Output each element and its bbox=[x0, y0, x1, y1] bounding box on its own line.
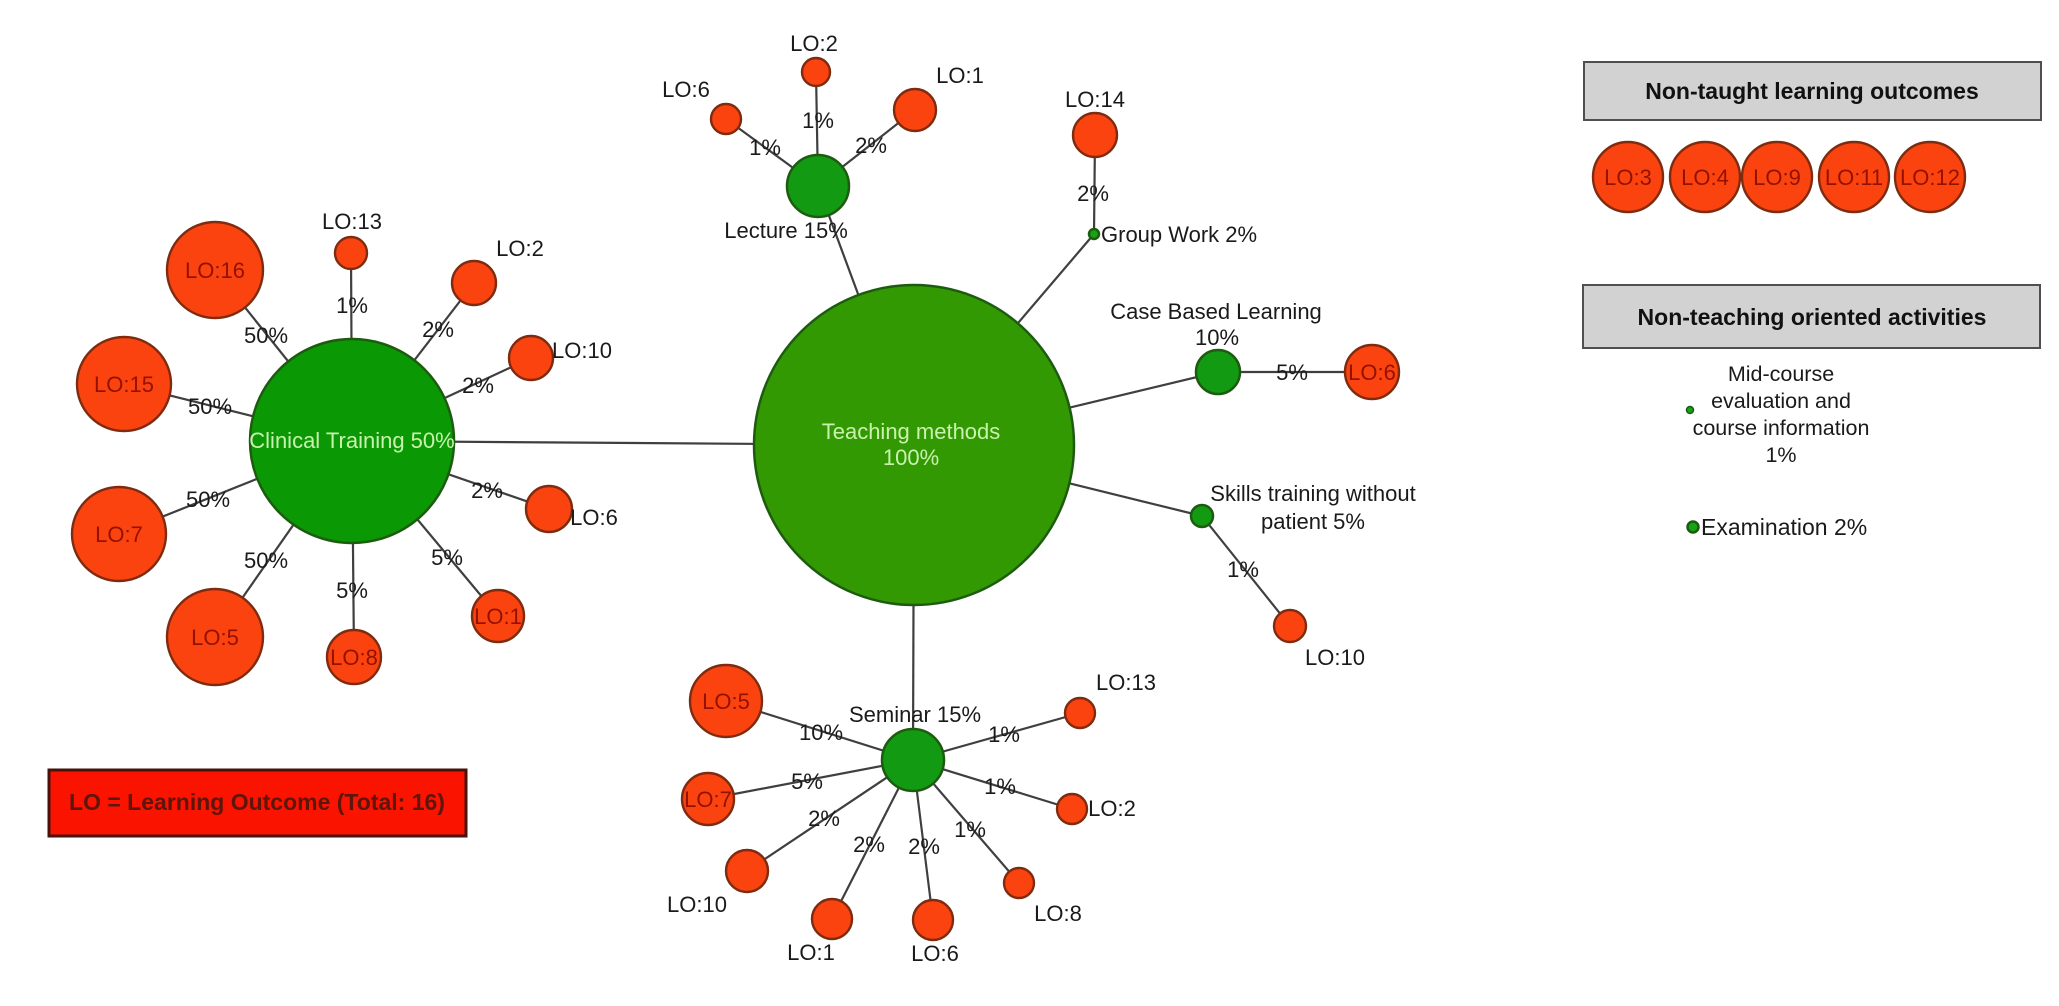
svg-text:LO:5: LO:5 bbox=[702, 689, 750, 714]
svg-text:50%: 50% bbox=[244, 323, 288, 348]
svg-text:LO:10: LO:10 bbox=[552, 338, 612, 363]
svg-text:LO:11: LO:11 bbox=[1825, 165, 1883, 190]
svg-text:LO:3: LO:3 bbox=[1604, 165, 1652, 190]
svg-text:5%: 5% bbox=[431, 545, 463, 570]
svg-text:LO:16: LO:16 bbox=[185, 258, 245, 283]
svg-text:LO:2: LO:2 bbox=[790, 31, 838, 56]
svg-text:1%: 1% bbox=[954, 817, 986, 842]
svg-text:LO:6: LO:6 bbox=[662, 77, 710, 102]
svg-text:1%: 1% bbox=[988, 722, 1020, 747]
svg-text:course information: course information bbox=[1693, 416, 1870, 440]
svg-text:Non-teaching oriented activiti: Non-teaching oriented activities bbox=[1638, 304, 1987, 330]
svg-text:Seminar 15%: Seminar 15% bbox=[849, 702, 981, 727]
svg-text:10%: 10% bbox=[799, 720, 843, 745]
svg-text:Non-taught learning outcomes: Non-taught learning outcomes bbox=[1645, 78, 1979, 104]
svg-text:LO:2: LO:2 bbox=[496, 236, 544, 261]
svg-text:LO:8: LO:8 bbox=[330, 645, 378, 670]
svg-text:Teaching methods: Teaching methods bbox=[822, 419, 1001, 444]
svg-text:2%: 2% bbox=[471, 478, 503, 503]
svg-text:LO:9: LO:9 bbox=[1753, 165, 1801, 190]
svg-text:5%: 5% bbox=[336, 578, 368, 603]
svg-text:Skills training without: Skills training without bbox=[1210, 481, 1415, 506]
svg-text:5%: 5% bbox=[791, 769, 823, 794]
svg-text:LO:7: LO:7 bbox=[95, 522, 143, 547]
svg-text:1%: 1% bbox=[984, 774, 1016, 799]
svg-text:LO:4: LO:4 bbox=[1681, 165, 1729, 190]
svg-text:2%: 2% bbox=[462, 373, 494, 398]
svg-text:evaluation and: evaluation and bbox=[1711, 389, 1851, 413]
svg-text:50%: 50% bbox=[188, 394, 232, 419]
svg-text:patient 5%: patient 5% bbox=[1261, 509, 1365, 534]
svg-text:1%: 1% bbox=[802, 108, 834, 133]
svg-text:2%: 2% bbox=[422, 317, 454, 342]
svg-text:LO:1: LO:1 bbox=[936, 63, 984, 88]
svg-text:2%: 2% bbox=[808, 806, 840, 831]
svg-text:LO:10: LO:10 bbox=[667, 892, 727, 917]
svg-text:Group Work 2%: Group Work 2% bbox=[1101, 222, 1257, 247]
svg-text:50%: 50% bbox=[244, 548, 288, 573]
svg-text:2%: 2% bbox=[855, 133, 887, 158]
svg-text:1%: 1% bbox=[1227, 557, 1259, 582]
svg-text:Examination 2%: Examination 2% bbox=[1701, 514, 1867, 540]
svg-text:LO:1: LO:1 bbox=[787, 940, 835, 965]
svg-text:LO:13: LO:13 bbox=[1096, 670, 1156, 695]
svg-text:LO:2: LO:2 bbox=[1088, 796, 1136, 821]
svg-text:Case Based Learning: Case Based Learning bbox=[1110, 299, 1322, 324]
svg-text:LO:10: LO:10 bbox=[1305, 645, 1365, 670]
svg-text:LO:14: LO:14 bbox=[1065, 87, 1125, 112]
svg-text:5%: 5% bbox=[1276, 360, 1308, 385]
svg-text:1%: 1% bbox=[336, 293, 368, 318]
svg-text:LO:6: LO:6 bbox=[570, 505, 618, 530]
svg-text:LO:8: LO:8 bbox=[1034, 901, 1082, 926]
svg-text:1%: 1% bbox=[1765, 443, 1796, 467]
svg-text:LO:15: LO:15 bbox=[94, 372, 154, 397]
svg-text:LO:7: LO:7 bbox=[684, 787, 732, 812]
svg-text:Lecture 15%: Lecture 15% bbox=[724, 218, 848, 243]
svg-text:2%: 2% bbox=[908, 834, 940, 859]
svg-text:2%: 2% bbox=[1077, 181, 1109, 206]
svg-text:LO:1: LO:1 bbox=[474, 604, 522, 629]
svg-text:50%: 50% bbox=[186, 487, 230, 512]
svg-text:LO:6: LO:6 bbox=[911, 941, 959, 966]
svg-text:1%: 1% bbox=[749, 135, 781, 160]
svg-text:Clinical Training 50%: Clinical Training 50% bbox=[249, 428, 454, 453]
svg-text:Mid-course: Mid-course bbox=[1728, 362, 1834, 386]
svg-text:LO:12: LO:12 bbox=[1900, 165, 1960, 190]
svg-text:2%: 2% bbox=[853, 832, 885, 857]
svg-text:LO:5: LO:5 bbox=[191, 625, 239, 650]
svg-text:10%: 10% bbox=[1195, 325, 1239, 350]
svg-text:LO:13: LO:13 bbox=[322, 209, 382, 234]
svg-text:100%: 100% bbox=[883, 445, 939, 470]
svg-text:LO:6: LO:6 bbox=[1348, 360, 1396, 385]
svg-text:LO = Learning Outcome (Total:: LO = Learning Outcome (Total: 16) bbox=[69, 789, 445, 815]
